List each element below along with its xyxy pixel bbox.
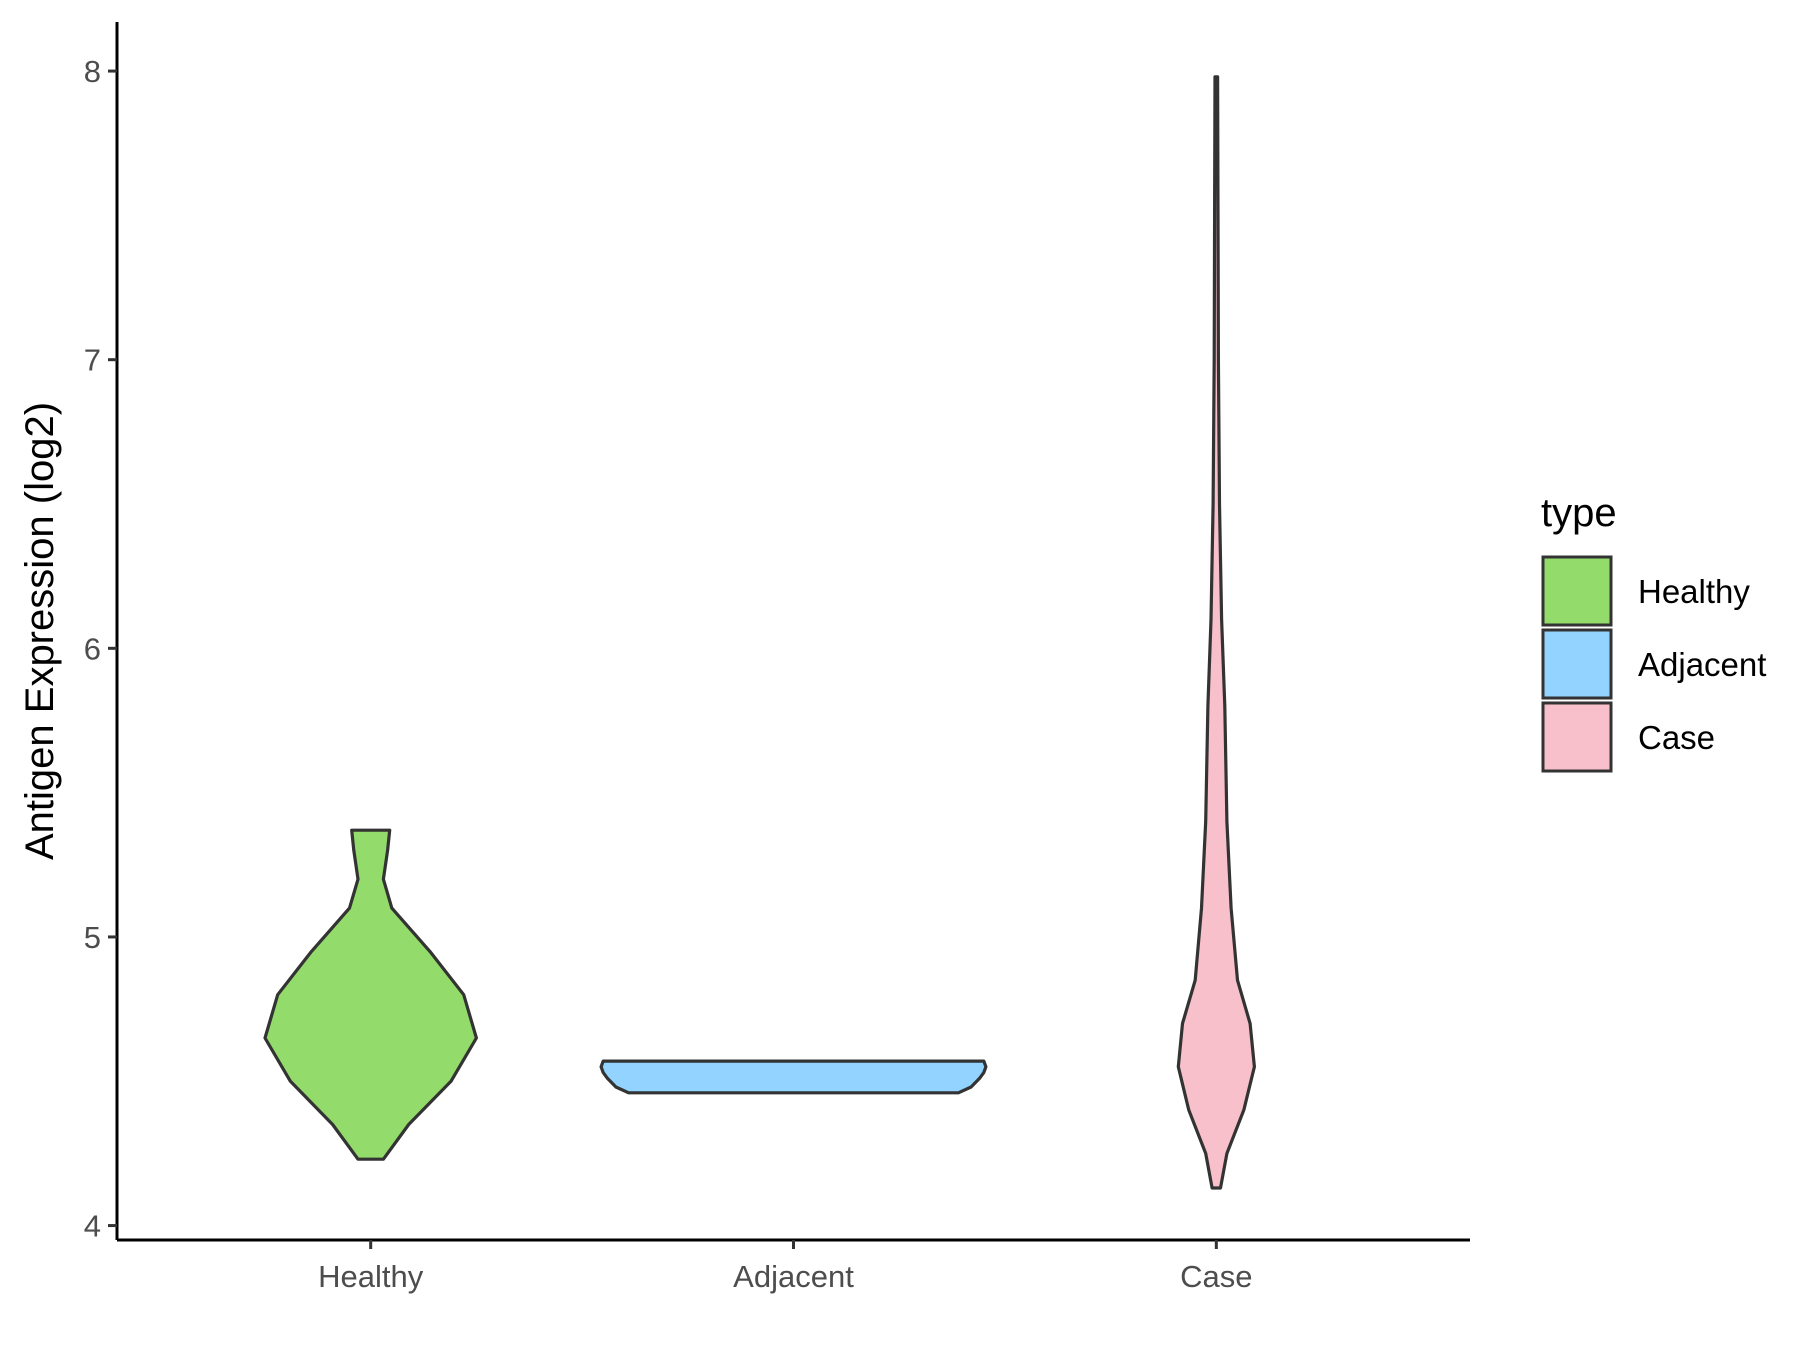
legend: type Healthy Adjacent Case bbox=[1541, 491, 1766, 773]
legend-key-case bbox=[1541, 701, 1613, 773]
legend-key-adjacent bbox=[1541, 628, 1613, 700]
x-tick-label: Case bbox=[1180, 1259, 1252, 1294]
violin-adjacent bbox=[599, 1059, 988, 1095]
y-tick-label: 4 bbox=[84, 1209, 101, 1244]
legend-label-adjacent: Adjacent bbox=[1638, 646, 1766, 683]
y-tick-label: 6 bbox=[84, 631, 101, 666]
y-tick-label: 7 bbox=[84, 343, 101, 378]
legend-label-case: Case bbox=[1638, 719, 1715, 756]
legend-label-healthy: Healthy bbox=[1638, 573, 1750, 610]
y-tick-label: 5 bbox=[84, 920, 101, 955]
x-tick-label: Healthy bbox=[318, 1259, 424, 1294]
legend-items: Healthy Adjacent Case bbox=[1541, 555, 1766, 773]
violin-healthy bbox=[263, 828, 478, 1161]
y-tick-label: 8 bbox=[84, 54, 101, 89]
y-axis-title: Antigen Expression (log2) bbox=[18, 402, 62, 860]
axes-layer: 4 5 6 7 8 Healthy Adjacent Case bbox=[84, 22, 1470, 1294]
legend-title: type bbox=[1541, 491, 1617, 535]
legend-key-healthy bbox=[1541, 555, 1613, 627]
violin-case bbox=[1176, 75, 1256, 1190]
violin-layer bbox=[263, 75, 1256, 1190]
x-tick-label: Adjacent bbox=[733, 1259, 854, 1294]
